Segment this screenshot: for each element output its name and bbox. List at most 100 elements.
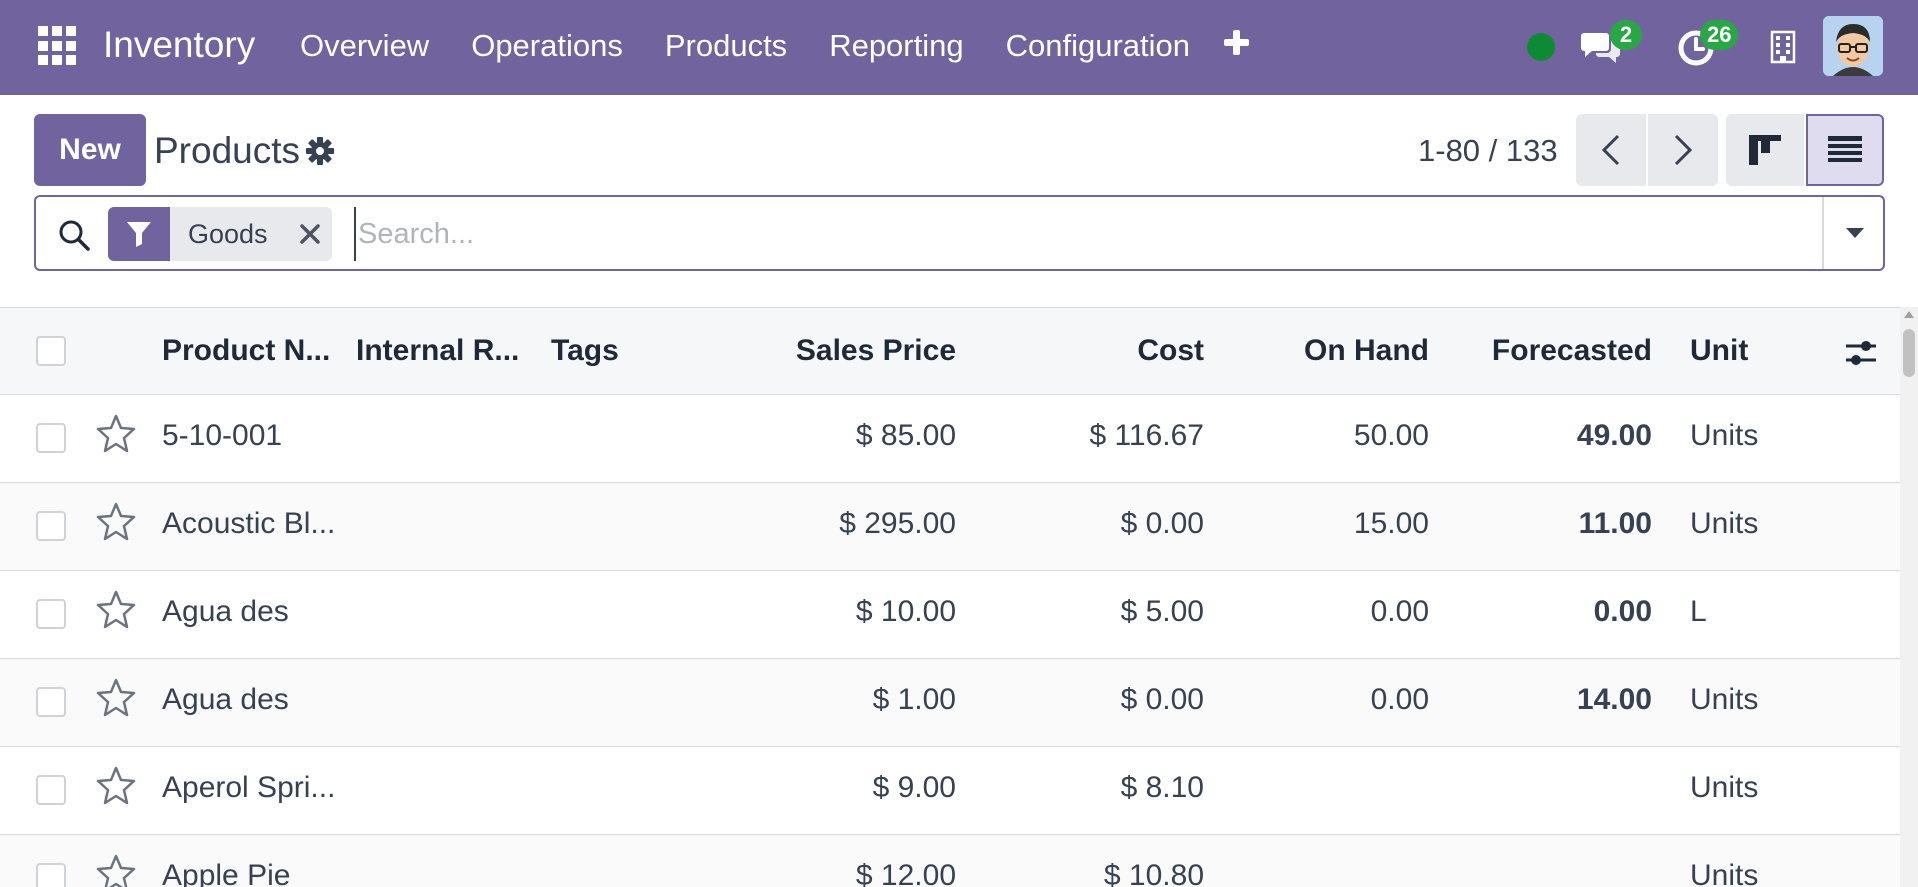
- col-unit[interactable]: Unit: [1690, 334, 1749, 367]
- pager-next-button[interactable]: [1648, 114, 1718, 186]
- menu-products[interactable]: Products: [664, 28, 788, 63]
- cell-forecasted: 14.00: [1576, 683, 1652, 716]
- cell-cost: $ 8.10: [1120, 771, 1204, 804]
- filter-icon: [108, 207, 170, 261]
- star-icon[interactable]: [96, 765, 136, 805]
- menu-reporting[interactable]: Reporting: [829, 28, 964, 63]
- cell-name: Acoustic Bl...: [162, 507, 336, 540]
- row-checkbox[interactable]: [36, 863, 66, 887]
- cell-sales-price: $ 10.00: [855, 595, 956, 628]
- col-sales-price[interactable]: Sales Price: [795, 334, 956, 367]
- menu-overview[interactable]: Overview: [300, 28, 430, 63]
- pager-value[interactable]: 1-80 / 133: [1418, 133, 1558, 168]
- row-checkbox[interactable]: [36, 687, 66, 717]
- kanban-view-button[interactable]: [1726, 114, 1804, 186]
- cell-forecasted: 49.00: [1576, 419, 1652, 452]
- facet-remove-button[interactable]: [288, 207, 332, 261]
- cell-on-hand: 0.00: [1370, 595, 1429, 628]
- table-header: Product N... Internal R... Tags Sales Pr…: [0, 307, 1900, 395]
- col-cost[interactable]: Cost: [1137, 334, 1204, 367]
- kanban-icon: [1749, 135, 1781, 165]
- table-row[interactable]: Agua des $ 1.00 $ 0.00 0.00 14.00 Units: [0, 659, 1900, 747]
- table-row[interactable]: Aperol Spri... $ 9.00 $ 8.10 Units: [0, 747, 1900, 835]
- col-internal-reference[interactable]: Internal R...: [356, 334, 520, 367]
- cell-name: 5-10-001: [162, 419, 283, 452]
- facet-label: Goods: [188, 219, 268, 249]
- col-forecasted[interactable]: Forecasted: [1491, 334, 1652, 367]
- col-product-name[interactable]: Product N...: [162, 334, 331, 367]
- cell-unit: Units: [1690, 771, 1759, 804]
- cell-unit: Units: [1690, 859, 1759, 887]
- app-name[interactable]: Inventory: [103, 24, 256, 65]
- plus-icon[interactable]: [1222, 28, 1252, 58]
- row-checkbox[interactable]: [36, 775, 66, 805]
- scroll-up-icon[interactable]: [1904, 311, 1914, 318]
- col-tags[interactable]: Tags: [551, 334, 619, 367]
- vertical-scrollbar[interactable]: [1900, 307, 1918, 887]
- col-on-hand[interactable]: On Hand: [1304, 334, 1429, 367]
- cell-name: Agua des: [162, 683, 289, 716]
- new-button[interactable]: New: [34, 114, 146, 186]
- chevron-right-icon: [1674, 134, 1693, 166]
- apps-menu-icon[interactable]: [38, 26, 78, 66]
- cell-forecasted: 0.00: [1593, 595, 1652, 628]
- company-building-icon[interactable]: [1770, 30, 1796, 64]
- cell-cost: $ 0.00: [1120, 683, 1204, 716]
- list-icon: [1828, 136, 1862, 162]
- optional-columns-icon[interactable]: [1844, 338, 1878, 368]
- cell-forecasted: 11.00: [1578, 507, 1652, 540]
- cell-cost: $ 5.00: [1120, 595, 1204, 628]
- search-facet: Goods: [108, 207, 332, 261]
- table-row[interactable]: Acoustic Bl... $ 295.00 $ 0.00 15.00 11.…: [0, 483, 1900, 571]
- chevron-left-icon: [1601, 134, 1620, 166]
- cell-name: Agua des: [162, 595, 289, 628]
- search-icon[interactable]: [58, 219, 90, 251]
- menu-configuration[interactable]: Configuration: [1005, 28, 1191, 63]
- star-icon[interactable]: [96, 853, 136, 887]
- close-icon: [299, 224, 320, 244]
- table-row[interactable]: 5-10-001 $ 85.00 $ 116.67 50.00 49.00 Un…: [0, 395, 1900, 483]
- star-icon[interactable]: [96, 501, 136, 541]
- cell-unit: Units: [1690, 683, 1759, 716]
- cell-cost: $ 10.80: [1103, 859, 1204, 887]
- page-title[interactable]: Products: [154, 130, 301, 171]
- search-input[interactable]: [354, 207, 1834, 261]
- cell-on-hand: 0.00: [1370, 683, 1429, 716]
- star-icon[interactable]: [96, 677, 136, 717]
- cell-sales-price: $ 1.00: [872, 683, 956, 716]
- cell-unit: Units: [1690, 507, 1759, 540]
- top-navbar: Inventory Overview Operations Products R…: [0, 0, 1918, 95]
- search-bar: Goods: [34, 195, 1885, 271]
- table-row[interactable]: Apple Pie $ 12.00 $ 10.80 Units: [0, 835, 1900, 887]
- row-checkbox[interactable]: [36, 423, 66, 453]
- scrollbar-thumb[interactable]: [1903, 329, 1915, 377]
- star-icon[interactable]: [96, 589, 136, 629]
- cell-cost: $ 116.67: [1089, 419, 1204, 452]
- products-list: Product N... Internal R... Tags Sales Pr…: [0, 307, 1900, 887]
- cell-sales-price: $ 12.00: [855, 859, 956, 887]
- pager-previous-button[interactable]: [1576, 114, 1646, 186]
- gear-icon[interactable]: [305, 136, 335, 166]
- table-row[interactable]: Agua des $ 10.00 $ 5.00 0.00 0.00 L: [0, 571, 1900, 659]
- row-checkbox[interactable]: [36, 599, 66, 629]
- row-checkbox[interactable]: [36, 511, 66, 541]
- cell-name: Aperol Spri...: [162, 771, 336, 804]
- menu-operations[interactable]: Operations: [471, 28, 623, 63]
- caret-down-icon: [1845, 228, 1864, 238]
- cell-name: Apple Pie: [162, 859, 291, 887]
- cell-sales-price: $ 85.00: [855, 419, 956, 452]
- cell-on-hand: 15.00: [1353, 507, 1429, 540]
- list-view-button[interactable]: [1806, 114, 1884, 186]
- cell-sales-price: $ 295.00: [839, 507, 956, 540]
- main-menu: Overview Operations Products Reporting C…: [300, 28, 1232, 64]
- select-all-checkbox[interactable]: [36, 336, 66, 366]
- cell-cost: $ 0.00: [1120, 507, 1204, 540]
- user-avatar[interactable]: [1823, 16, 1883, 76]
- cell-sales-price: $ 9.00: [872, 771, 956, 804]
- star-icon[interactable]: [96, 413, 136, 453]
- cell-on-hand: 50.00: [1353, 419, 1429, 452]
- cell-unit: Units: [1690, 419, 1759, 452]
- search-options-toggle[interactable]: [1822, 197, 1885, 269]
- cell-unit: L: [1690, 595, 1707, 628]
- online-status-icon: [1527, 33, 1555, 61]
